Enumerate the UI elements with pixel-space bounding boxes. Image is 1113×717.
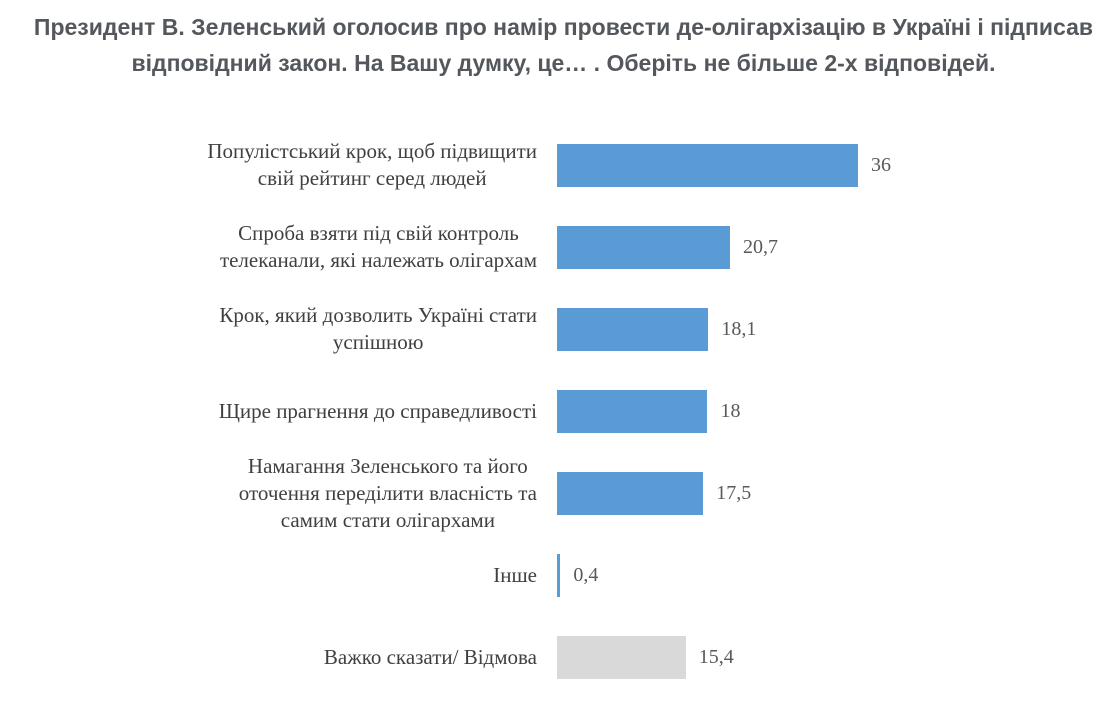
chart-row: Важко сказати/ Відмова 15,4 — [0, 616, 1113, 698]
bar — [557, 389, 708, 433]
chart-row: Щире прагнення до справедливості 18 — [0, 370, 1113, 452]
category-label: Крок, який дозволить Україні стати успішн… — [219, 303, 537, 354]
value-label: 17,5 — [716, 481, 752, 504]
category-label: Намагання Зеленського та його оточення пе… — [238, 453, 537, 532]
chart-row: Намагання Зеленського та його оточення пе… — [0, 452, 1113, 534]
bar — [557, 143, 858, 187]
category-label: Популістський крок, щоб підвищити свій ре… — [207, 139, 537, 190]
value-label: 18 — [720, 399, 741, 422]
value-label: 18,1 — [721, 317, 757, 340]
value-label: 36 — [870, 153, 891, 176]
bar — [557, 307, 709, 351]
chart-row: Крок, який дозволить Україні стати успішн… — [0, 288, 1113, 370]
bar — [557, 635, 686, 679]
category-label: Важко сказати/ Відмова — [323, 644, 537, 669]
value-label: 15,4 — [698, 645, 734, 668]
bar-chart: Популістський крок, щоб підвищити свій ре… — [0, 124, 1113, 698]
page-title: Президент В. Зеленський оголосив про нам… — [33, 14, 1094, 76]
bar — [557, 553, 561, 597]
bar — [557, 225, 731, 269]
chart-row: Інше 0,4 — [0, 534, 1113, 616]
category-label: Щире прагнення до справедливості — [218, 398, 537, 423]
value-label: 20,7 — [743, 235, 779, 258]
chart-row: Популістський крок, щоб підвищити свій ре… — [0, 124, 1113, 206]
category-label: Інше — [493, 562, 537, 587]
category-label: Спроба взяти під свій контроль телеканали… — [219, 221, 537, 272]
value-label: 0,4 — [573, 563, 599, 586]
bar — [557, 471, 704, 515]
chart-row: Спроба взяти під свій контроль телеканали… — [0, 206, 1113, 288]
